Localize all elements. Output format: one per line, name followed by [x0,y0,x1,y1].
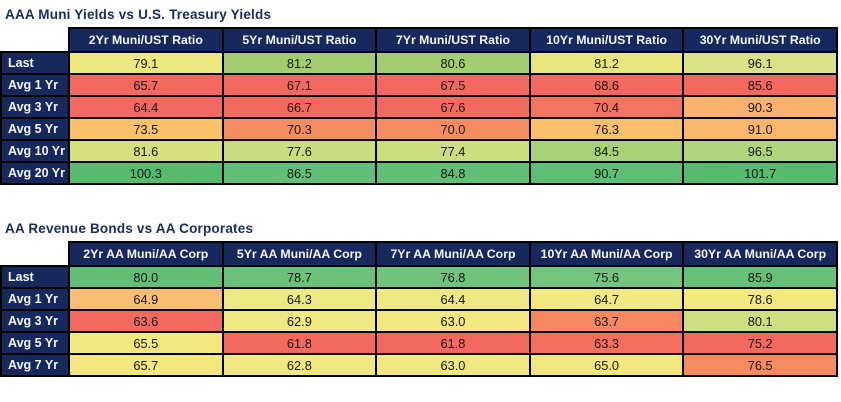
value-cell: 67.6 [375,95,531,119]
value-cell: 81.2 [221,51,378,75]
value-cell: 91.0 [682,117,838,141]
aa-revenue-vs-corporates-table: 2Yr AA Muni/AA Corp 5Yr AA Muni/AA Corp 7Y… [0,241,838,377]
row-label: Avg 7 Yr [0,353,70,377]
value-cell: 75.6 [528,265,685,289]
value-cell: 62.8 [221,353,378,377]
value-cell: 67.1 [221,73,378,97]
column-header: 5Yr Muni/UST Ratio [221,27,378,53]
value-cell: 78.7 [221,265,378,289]
table2-title: AA Revenue Bonds vs AA Corporates [5,221,254,236]
value-cell: 67.5 [375,73,531,97]
value-cell: 96.5 [682,139,838,163]
row-label: Avg 3 Yr [0,309,70,333]
value-cell: 86.5 [221,161,378,185]
value-cell: 63.0 [375,353,531,377]
value-cell: 64.9 [68,287,224,311]
value-cell: 68.6 [528,73,685,97]
value-cell: 90.7 [528,161,685,185]
value-cell: 64.3 [221,287,378,311]
value-cell: 63.7 [528,309,685,333]
value-cell: 80.1 [682,309,838,333]
value-cell: 76.5 [682,353,838,377]
column-header: 5Yr AA Muni/AA Corp [221,241,378,267]
column-header: 2Yr AA Muni/AA Corp [68,241,224,267]
value-cell: 76.8 [375,265,531,289]
value-cell: 84.8 [375,161,531,185]
value-cell: 81.6 [68,139,224,163]
value-cell: 70.0 [375,117,531,141]
value-cell: 62.9 [221,309,378,333]
value-cell: 63.6 [68,309,224,333]
column-header: 7Yr Muni/UST Ratio [375,27,531,53]
value-cell: 85.9 [682,265,838,289]
value-cell: 64.7 [528,287,685,311]
value-cell: 63.0 [375,309,531,333]
row-label: Last [0,265,70,289]
column-header: 10Yr AA Muni/AA Corp [528,241,685,267]
column-header: 30Yr AA Muni/AA Corp [682,241,838,267]
table1-title: AAA Muni Yields vs U.S. Treasury Yields [5,7,272,22]
value-cell: 81.2 [528,51,685,75]
corner-spacer [1,28,69,52]
value-cell: 77.4 [375,139,531,163]
row-label: Avg 1 Yr [0,287,70,311]
value-cell: 90.3 [682,95,838,119]
value-cell: 65.5 [68,331,224,355]
value-cell: 65.0 [528,353,685,377]
value-cell: 64.4 [375,287,531,311]
value-cell: 80.0 [68,265,224,289]
value-cell: 64.4 [68,95,224,119]
value-cell: 70.3 [221,117,378,141]
value-cell: 75.2 [682,331,838,355]
column-header: 7Yr AA Muni/AA Corp [375,241,531,267]
column-header: 10Yr Muni/UST Ratio [528,27,685,53]
value-cell: 78.6 [682,287,838,311]
row-label: Avg 5 Yr [0,117,70,141]
aaa-muni-vs-treasury-table: 2Yr Muni/UST Ratio 5Yr Muni/UST Ratio 7Yr … [0,27,838,185]
column-header: 2Yr Muni/UST Ratio [68,27,224,53]
row-label: Last [0,51,70,75]
corner-spacer [1,242,69,266]
row-label: Avg 10 Yr [0,139,70,163]
value-cell: 79.1 [68,51,224,75]
value-cell: 96.1 [682,51,838,75]
value-cell: 70.4 [528,95,685,119]
row-label: Avg 1 Yr [0,73,70,97]
row-label: Avg 3 Yr [0,95,70,119]
value-cell: 65.7 [68,353,224,377]
value-cell: 84.5 [528,139,685,163]
value-cell: 85.6 [682,73,838,97]
row-label: Avg 5 Yr [0,331,70,355]
value-cell: 65.7 [68,73,224,97]
value-cell: 101.7 [682,161,838,185]
value-cell: 77.6 [221,139,378,163]
row-label: Avg 20 Yr [0,161,70,185]
value-cell: 73.5 [68,117,224,141]
value-cell: 61.8 [375,331,531,355]
value-cell: 63.3 [528,331,685,355]
value-cell: 80.6 [375,51,531,75]
value-cell: 100.3 [68,161,224,185]
value-cell: 61.8 [221,331,378,355]
value-cell: 66.7 [221,95,378,119]
value-cell: 76.3 [528,117,685,141]
column-header: 30Yr Muni/UST Ratio [682,27,838,53]
